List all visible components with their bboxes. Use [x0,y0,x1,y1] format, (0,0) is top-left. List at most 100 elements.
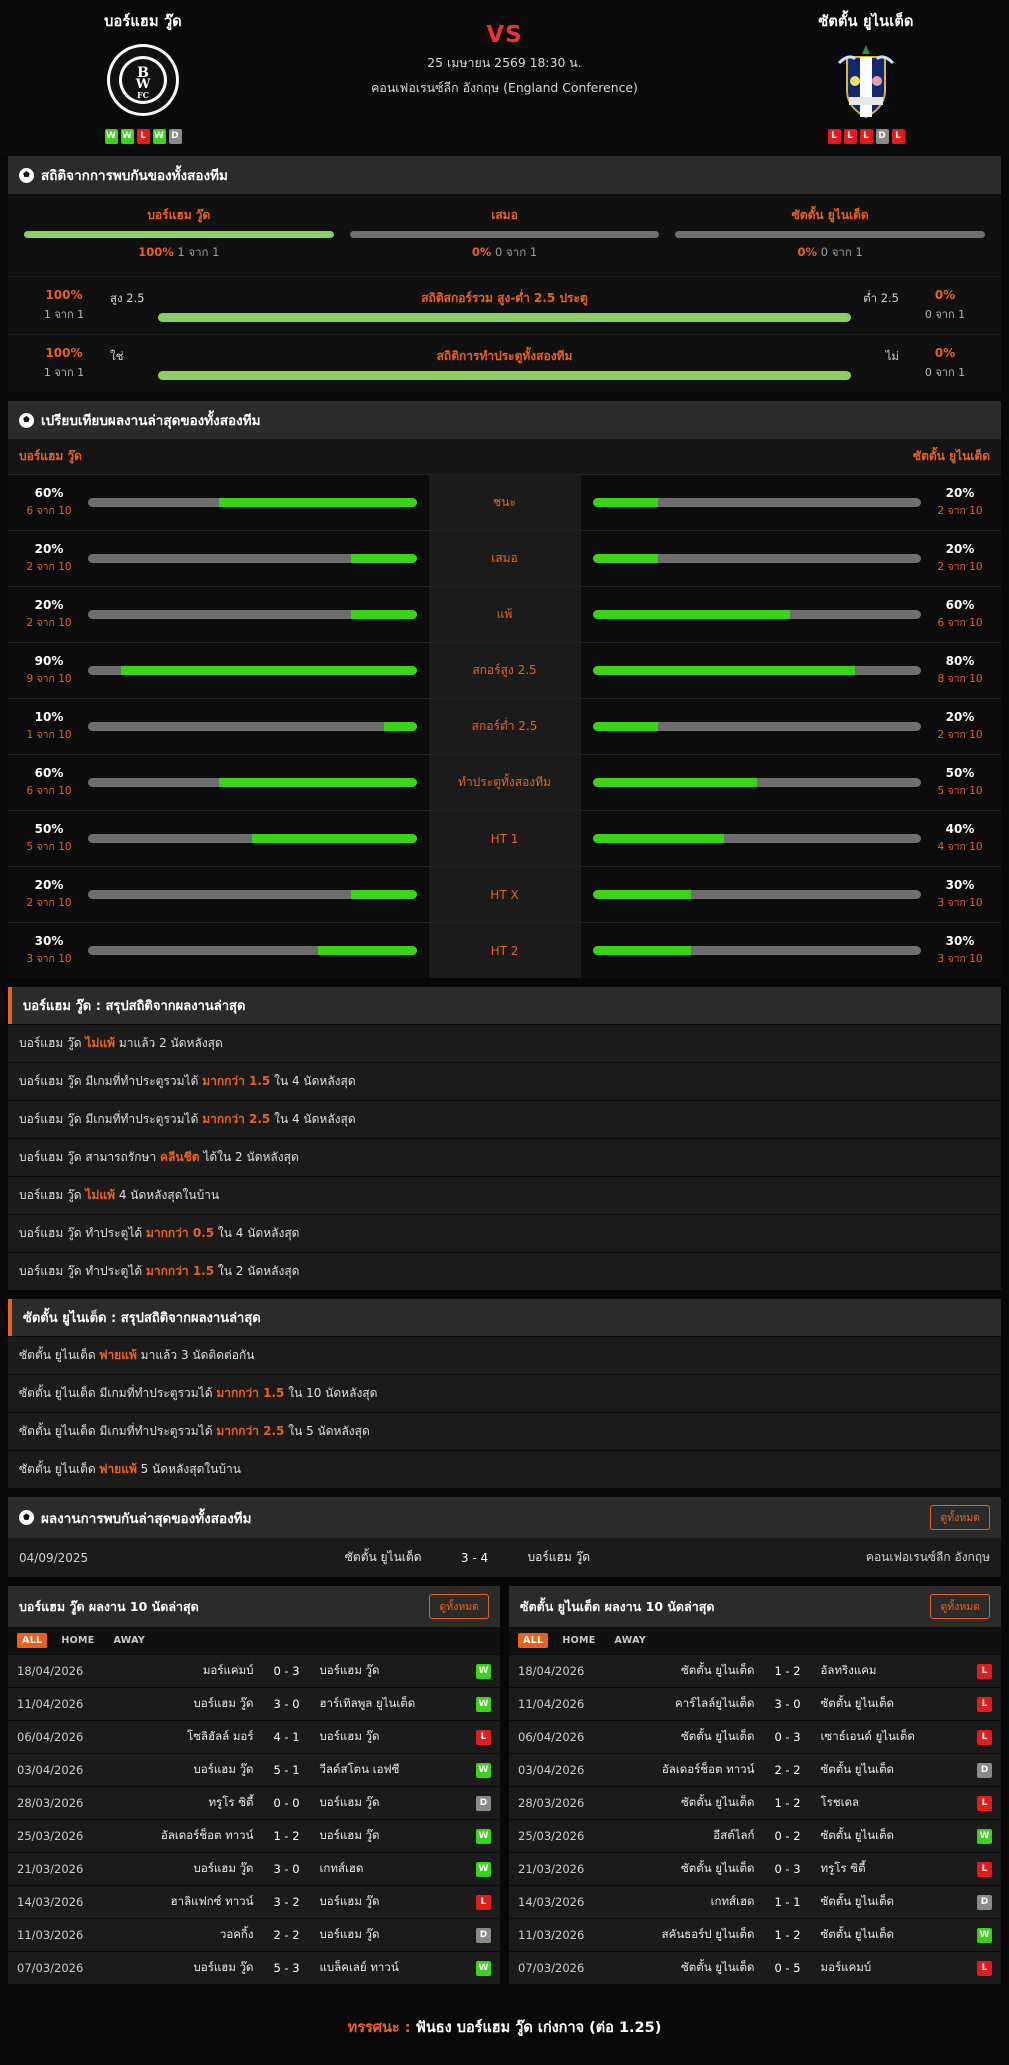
match-row[interactable]: 28/03/2026 ซัตตั้น ยูไนเต็ด 1 - 2 โรชเดล L [509,1786,1001,1819]
home-matches-tab[interactable]: HOME [61,1635,95,1646]
match-date: 18/04/2026 [518,1664,585,1678]
h2h-outcome-cell: เสมอ 0% 0 จาก 1 [342,206,668,262]
match-result-badge: W [476,1696,491,1712]
form-badge: L [891,129,905,144]
summary-highlight: ไม่แพ้ [85,1188,115,1202]
h2h-split-right-of: 0 จาก 1 [924,366,966,379]
match-result-badge: W [977,1828,992,1844]
compare-away-half: 50% 5 จาก 10 [581,755,1002,810]
match-away-team: ซัตตั้น ยูไนเต็ด [820,1762,895,1776]
match-row[interactable]: 28/03/2026 ทรูโร ซิตี้ 0 - 0 บอร์แฮม วู๊ด D [8,1786,500,1819]
home-summary-panel: บอร์แฮม วู๊ด : สรุปสถิติจากผลงานล่าสุด บ… [8,987,1001,1290]
match-row[interactable]: 21/03/2026 ซัตตั้น ยูไนเต็ด 0 - 3 ทรูโร ซิต… [509,1852,1001,1885]
match-row[interactable]: 11/03/2026 สคันธอร์ป ยูไนเต็ด 1 - 2 ซัตตั้น… [509,1918,1001,1951]
match-home-team: ซัตตั้น ยูไนเต็ด [680,1729,755,1743]
match-row[interactable]: 11/03/2026 วอคกิ้ง 2 - 2 บอร์แฮม วู๊ด D [8,1918,500,1951]
compare-panel: เปรียบเทียบผลงานล่าสุดของทั้งสองทีม บอร์… [8,401,1001,978]
match-date: 28/03/2026 [17,1796,84,1810]
match-row[interactable]: 03/04/2026 อัลเดอร์ช็อต ทาวน์ 2 - 2 ซัตตั้น… [509,1753,1001,1786]
match-row[interactable]: 06/04/2026 โซลิฮัลล์ มอร์ 4 - 1 บอร์แฮม วู๊… [8,1720,500,1753]
h2h-split-caption: สูง 2.5 สถิติสกอร์รวม สูง-ต่ำ 2.5 ประตู ต่… [110,289,899,308]
home-summary-item: บอร์แฮม วู๊ด ไม่แพ้ มาแล้ว 2 นัดหลังสุด [8,1024,1001,1062]
compare-away-stat: 40% 4 จาก 10 [931,822,989,855]
compare-away-track [592,946,921,955]
compare-home-pct: 20% [34,878,64,892]
match-row[interactable]: 25/03/2026 อัลเดอร์ช็อต ทาวน์ 1 - 2 บอร์แฮม… [8,1819,500,1852]
compare-row: 10% 1 จาก 10 สกอร์ต่ำ 2.5 20% 2 จาก 10 [8,698,1001,754]
compare-home-track [88,778,417,787]
away-matches-tab[interactable]: AWAY [614,1635,647,1646]
match-row[interactable]: 07/03/2026 บอร์แฮม วู๊ด 5 - 3 แบล็คเลย์ ทาว… [8,1951,500,1984]
compare-home-fill [317,946,417,955]
away-summary-panel: ซัตตั้น ยูไนเต็ด : สรุปสถิติจากผลงานล่าส… [8,1299,1001,1488]
match-row[interactable]: 11/04/2026 คาร์ไลล์ยูไนเต็ด 3 - 0 ซัตตั้น ย… [509,1687,1001,1720]
h2h-outcome-track [24,231,334,238]
match-home-team: มอร์แคมบ์ [202,1663,254,1677]
match-row[interactable]: 03/04/2026 บอร์แฮม วู๊ด 5 - 1 วีลด์สโตน เอฟ… [8,1753,500,1786]
compare-home-track [88,610,417,619]
compare-away-of: 3 จาก 10 [937,897,983,909]
compare-row-label: HT 1 [428,811,581,866]
compare-row: 20% 2 จาก 10 HT X 30% 3 จาก 10 [8,866,1001,922]
h2h-view-all-button[interactable]: ดูทั้งหมด [930,1505,990,1530]
h2h-split-fill [158,371,851,380]
match-away-team: อัลทริงแคม [820,1663,877,1677]
compare-row: 20% 2 จาก 10 แพ้ 60% 6 จาก 10 [8,586,1001,642]
away-matches-tab[interactable]: ALL [518,1633,549,1648]
match-row[interactable]: 21/03/2026 บอร์แฮม วู๊ด 3 - 0 เกทส์เฮด W [8,1852,500,1885]
match-date: 25/03/2026 [17,1829,84,1843]
compare-away-pct: 80% [945,654,975,668]
compare-row: 90% 9 จาก 10 สกอร์สูง 2.5 80% 8 จาก 10 [8,642,1001,698]
match-home-team: ซัตตั้น ยูไนเต็ด [680,1960,755,1974]
match-row[interactable]: 07/03/2026 ซัตตั้น ยูไนเต็ด 0 - 5 มอร์แคมบ์… [509,1951,1001,1984]
compare-away-fill [592,666,856,675]
compare-home-of: 2 จาก 10 [26,561,72,573]
match-row[interactable]: 25/03/2026 อีสต์ไลก์ 0 - 2 ซัตตั้น ยูไนเต็ด… [509,1819,1001,1852]
home-matches-view-all-button[interactable]: ดูทั้งหมด [429,1594,489,1619]
match-row[interactable]: 11/04/2026 บอร์แฮม วู๊ด 3 - 0 ฮาร์เทิลพูล ย… [8,1687,500,1720]
match-row[interactable]: 06/04/2026 ซัตตั้น ยูไนเต็ด 0 - 3 เซาธ์เอนด… [509,1720,1001,1753]
match-row[interactable]: 18/04/2026 มอร์แคมบ์ 0 - 3 บอร์แฮม วู๊ด W [8,1654,500,1687]
h2h-outcome-cell: ซัตตั้น ยูไนเต็ด 0% 0 จาก 1 [667,206,993,262]
compare-away-track [592,554,921,563]
match-away-team: ฮาร์เทิลพูล ยูไนเต็ด [319,1696,416,1710]
compare-home-stat: 50% 5 จาก 10 [20,822,78,855]
summary-highlight: ไม่แพ้ [85,1036,115,1050]
match-result-badge: W [476,1762,491,1778]
match-result-badge: L [977,1960,992,1976]
football-icon [19,1510,34,1525]
match-row[interactable]: 14/03/2026 เกทส์เฮด 1 - 1 ซัตตั้น ยูไนเต็ด D [509,1885,1001,1918]
compare-away-track [592,722,921,731]
home-matches-tab[interactable]: ALL [17,1633,48,1648]
match-score: 0 - 2 [774,1829,801,1843]
compare-away-fill [592,610,790,619]
compare-away-half: 20% 2 จาก 10 [581,699,1002,754]
home-matches-tab[interactable]: AWAY [113,1635,146,1646]
home-team-crest: B W FC [104,41,182,119]
compare-home-fill [350,610,417,619]
match-date: 07/03/2026 [518,1961,585,1975]
match-result-badge: L [977,1696,992,1712]
h2h-recent-row[interactable]: 04/09/2025 ซัตตั้น ยูไนเต็ด 3 - 4 บอร์แฮม ว… [8,1538,1001,1577]
away-matches-tab[interactable]: HOME [562,1635,596,1646]
home-summary-item: บอร์แฮม วู๊ด ไม่แพ้ 4 นัดหลังสุดในบ้าน [8,1176,1001,1214]
match-home-team: ทรูโร ซิตี้ [208,1795,254,1809]
match-home-team: สคันธอร์ป ยูไนเต็ด [661,1927,755,1941]
h2h-split-row: 100% 1 จาก 1 สูง 2.5 สถิติสกอร์รวม สูง-ต่ำ … [8,276,1001,334]
match-away-team: บอร์แฮม วู๊ด [319,1795,380,1809]
compare-home-half: 10% 1 จาก 10 [8,699,429,754]
match-score: 5 - 3 [273,1961,300,1975]
h2h-recent-home: ซัตตั้น ยูไนเต็ด [344,1550,422,1564]
match-result-badge: D [476,1927,491,1943]
away-summary-item: ซัตตั้น ยูไนเต็ด มีเกมที่ทำประตูรวมได้ ม… [8,1412,1001,1450]
match-row[interactable]: 18/04/2026 ซัตตั้น ยูไนเต็ด 1 - 2 อัลทริงแค… [509,1654,1001,1687]
away-matches-view-all-button[interactable]: ดูทั้งหมด [930,1594,990,1619]
h2h-split-left-pct: 100% [45,346,83,360]
compare-home-pct: 20% [34,542,64,556]
match-row[interactable]: 14/03/2026 ฮาลิแฟกซ์ ทาวน์ 3 - 2 บอร์แฮม วู… [8,1885,500,1918]
h2h-split-title: สถิติสกอร์รวม สูง-ต่ำ 2.5 ประตู [421,291,588,305]
h2h-split-left-of: 1 จาก 1 [43,308,85,321]
h2h-split-middle: ใช่ สถิติการทำประตูทั้งสองทีม ไม่ [110,347,899,380]
